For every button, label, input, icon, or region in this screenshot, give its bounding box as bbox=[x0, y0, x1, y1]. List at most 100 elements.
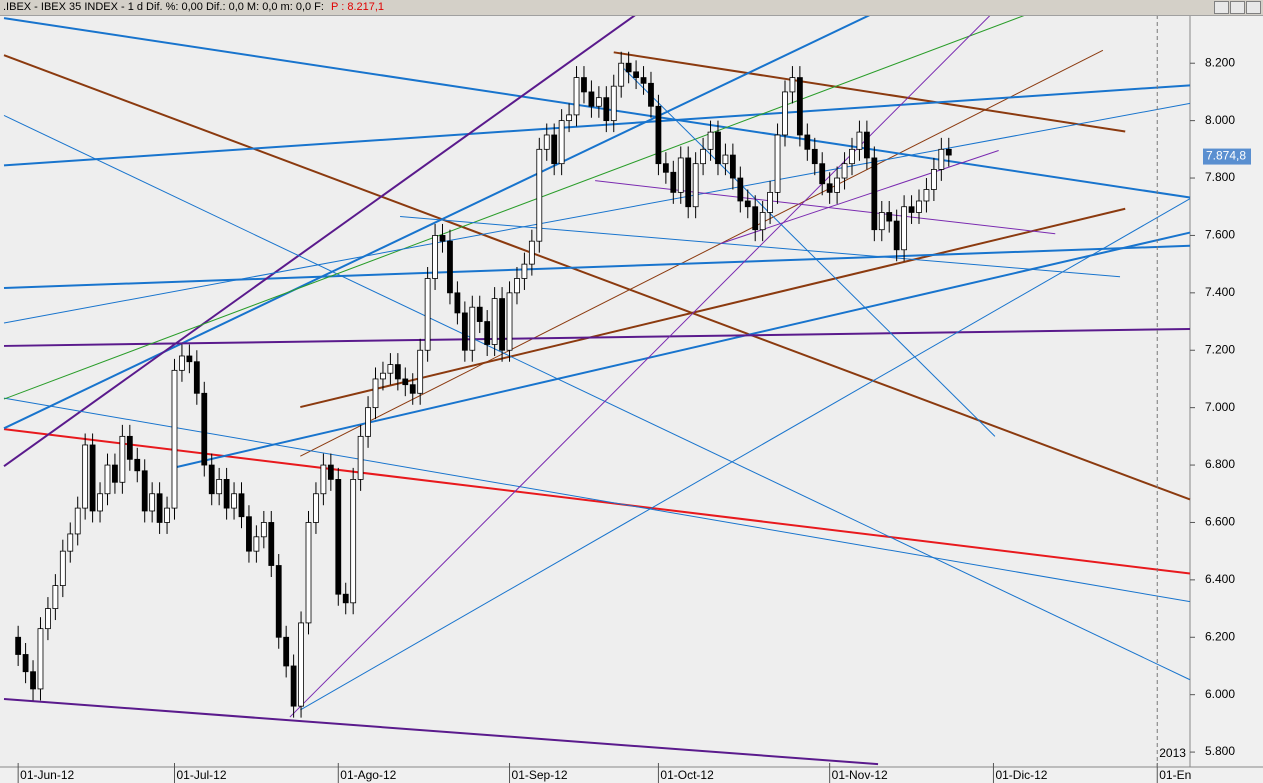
candle-body bbox=[655, 105, 662, 165]
candle-body bbox=[804, 134, 811, 150]
y-tick-label: 7.600 bbox=[1205, 228, 1235, 242]
candle-body bbox=[878, 212, 885, 231]
candle-body bbox=[15, 636, 22, 655]
candle-body bbox=[491, 298, 498, 345]
candle-body bbox=[826, 183, 833, 193]
candle-body bbox=[275, 565, 282, 638]
trend-line bbox=[613, 51, 1126, 133]
candle-body bbox=[588, 91, 595, 107]
candle-body bbox=[536, 148, 543, 242]
candle-body bbox=[82, 444, 89, 509]
candle-body bbox=[238, 493, 245, 518]
x-tick-label: 01-Sep-12 bbox=[512, 768, 568, 782]
candle-body bbox=[357, 435, 364, 480]
candle-body bbox=[677, 157, 684, 193]
trend-line bbox=[3, 697, 879, 766]
candle-body bbox=[603, 97, 610, 122]
candle-body bbox=[201, 392, 208, 466]
x-tick-label: 01-Jun-12 bbox=[20, 768, 74, 782]
candle-body bbox=[313, 493, 319, 523]
x-tick-label: 01-Ago-12 bbox=[340, 768, 396, 782]
trend-line bbox=[400, 215, 1121, 278]
candle-body bbox=[618, 62, 625, 87]
candle-body bbox=[521, 263, 528, 279]
x-tick-label: 01-Nov-12 bbox=[832, 768, 888, 782]
title-bar: .IBEX - IBEX 35 INDEX - 1 d Dif. %: 0,00… bbox=[0, 0, 1263, 16]
candle-body bbox=[461, 312, 468, 351]
candle-body bbox=[573, 77, 580, 116]
candle-body bbox=[499, 298, 505, 351]
window-buttons[interactable] bbox=[1214, 1, 1261, 14]
candle-body bbox=[59, 550, 66, 587]
candle-body bbox=[97, 493, 103, 512]
minimize-button[interactable] bbox=[1214, 1, 1229, 14]
x-tick-label: 01-Jul-12 bbox=[176, 768, 226, 782]
candle-body bbox=[685, 157, 692, 208]
candle-body bbox=[610, 85, 617, 122]
maximize-button[interactable] bbox=[1230, 1, 1245, 14]
candle-body bbox=[156, 493, 163, 523]
candle-body bbox=[528, 240, 535, 265]
x-tick-label: 01-Dic-12 bbox=[995, 768, 1047, 782]
trend-line bbox=[3, 16, 1025, 400]
candle-body bbox=[320, 464, 327, 495]
y-tick-label: 7.000 bbox=[1205, 400, 1235, 414]
candle-body bbox=[141, 470, 148, 512]
candle-body bbox=[134, 458, 141, 472]
candle-body bbox=[901, 206, 908, 251]
candle-body bbox=[506, 292, 513, 351]
x-tick-label: 01-Oct-12 bbox=[660, 768, 714, 782]
candle-body bbox=[439, 235, 446, 242]
candle-body bbox=[692, 163, 699, 208]
candle-body bbox=[409, 384, 416, 394]
trend-line bbox=[3, 115, 1191, 681]
candle-body bbox=[327, 464, 334, 480]
candle-body bbox=[774, 134, 781, 193]
y-tick-label: 5.800 bbox=[1205, 744, 1235, 758]
candle-body bbox=[938, 148, 945, 170]
candle-body bbox=[670, 171, 677, 193]
y-tick-label: 6.600 bbox=[1205, 515, 1235, 529]
candle-body bbox=[104, 464, 111, 495]
candle-body bbox=[171, 369, 178, 509]
chart: 5.800 6.000 6.200 6.400 6.600 6.800 7.000 7.200… bbox=[0, 16, 1263, 783]
candle-body bbox=[424, 278, 431, 351]
candle-body bbox=[923, 189, 930, 202]
candle-body bbox=[871, 157, 878, 231]
candle-body bbox=[484, 321, 491, 345]
candle-body bbox=[737, 177, 744, 202]
trend-line bbox=[3, 16, 871, 430]
candle-body bbox=[179, 355, 185, 371]
candle-body bbox=[268, 522, 275, 566]
candle-body bbox=[796, 77, 803, 136]
candle-body bbox=[700, 148, 706, 165]
candle-body bbox=[849, 148, 855, 165]
candle-body bbox=[74, 507, 81, 535]
candle-body bbox=[640, 77, 647, 84]
candle-body bbox=[811, 148, 818, 165]
candle-body bbox=[216, 479, 223, 495]
candle-body bbox=[417, 349, 424, 394]
last-value-box bbox=[1203, 148, 1251, 165]
y-tick-label: 7.800 bbox=[1205, 170, 1235, 184]
trend-line bbox=[720, 150, 999, 245]
candle-body bbox=[365, 407, 371, 437]
candle-body bbox=[782, 91, 788, 136]
candle-body bbox=[253, 536, 260, 552]
candle-body bbox=[595, 97, 602, 107]
candle-body bbox=[930, 169, 937, 190]
candle-body bbox=[722, 154, 729, 165]
candle-body bbox=[752, 206, 759, 231]
candle-body bbox=[432, 235, 438, 279]
candle-body bbox=[149, 493, 156, 512]
candle-body bbox=[454, 292, 461, 314]
candle-body bbox=[841, 163, 848, 179]
candle-body bbox=[380, 372, 386, 380]
trend-line bbox=[3, 328, 1191, 347]
chart-title: .IBEX - IBEX 35 INDEX - 1 d Dif. %: 0,00… bbox=[3, 1, 324, 13]
y-tick-label: 6.800 bbox=[1205, 457, 1235, 471]
close-button[interactable] bbox=[1246, 1, 1261, 14]
candle-body bbox=[447, 240, 453, 294]
y-tick-label: 6.200 bbox=[1205, 629, 1235, 643]
candle-body bbox=[767, 191, 773, 213]
